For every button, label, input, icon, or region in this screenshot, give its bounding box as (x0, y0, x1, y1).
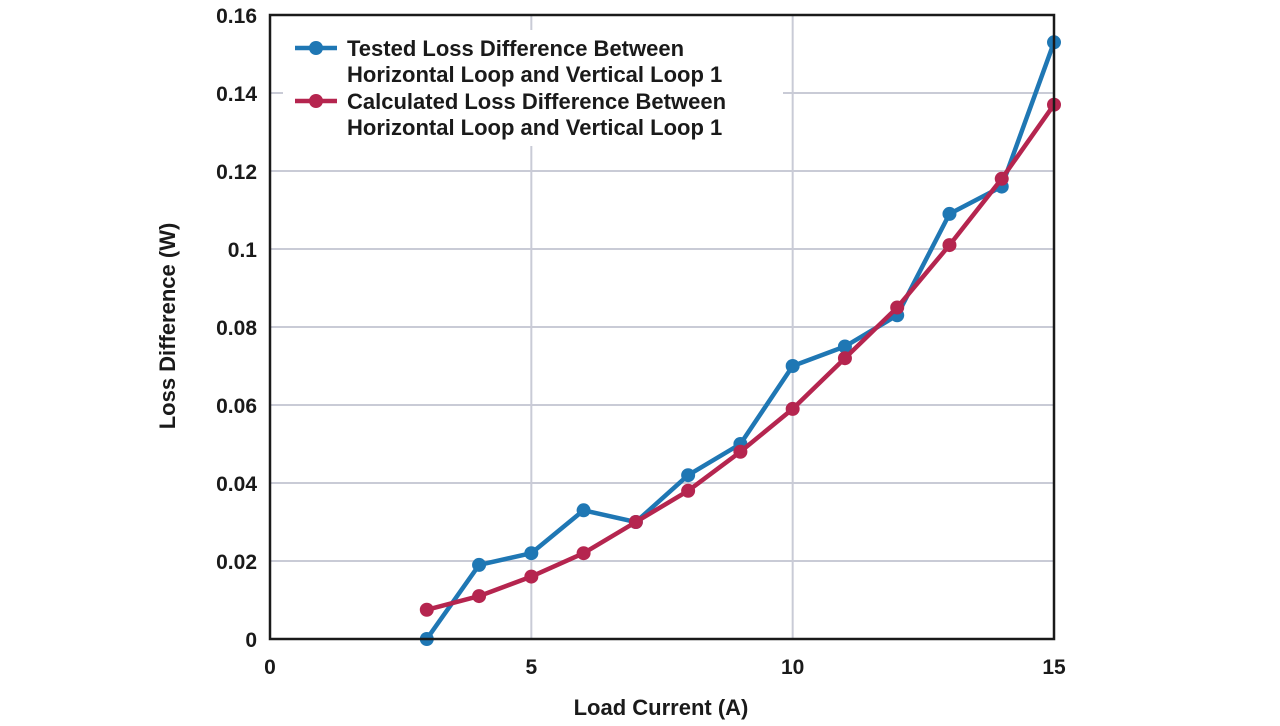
data-point (837, 339, 852, 354)
y-tick-label: 0.08 (216, 317, 257, 340)
data-point (994, 171, 1009, 186)
legend-label: Horizontal Loop and Vertical Loop 1 (347, 115, 722, 140)
data-point (472, 589, 487, 604)
legend: Tested Loss Difference BetweenHorizontal… (283, 30, 783, 146)
data-point (942, 206, 957, 221)
legend-marker (309, 41, 323, 55)
data-point (733, 444, 748, 459)
y-tick-label: 0.14 (216, 83, 257, 106)
plot-frame (268, 13, 1056, 641)
x-axis-title: Load Current (A) (574, 695, 749, 720)
legend-label: Calculated Loss Difference Between (347, 89, 726, 114)
data-point (576, 546, 591, 561)
data-point (472, 557, 487, 572)
data-point (681, 468, 696, 483)
legend-background (283, 30, 783, 146)
y-tick-label: 0.1 (228, 239, 258, 262)
legend-entry-1: Tested Loss Difference BetweenHorizontal… (295, 36, 722, 87)
x-tick-label: 0 (264, 656, 276, 679)
y-tick-label: 0.06 (216, 395, 257, 418)
data-point (681, 483, 696, 498)
series-line (426, 103, 1056, 612)
y-tick-label: 0.16 (216, 5, 257, 28)
data-point (837, 351, 852, 366)
data-point (419, 602, 434, 617)
x-tick-label: 15 (1042, 656, 1066, 679)
y-axis-title: Loss Difference (W) (155, 223, 180, 430)
y-tick-label: 0.12 (216, 161, 257, 184)
legend-label: Horizontal Loop and Vertical Loop 1 (347, 62, 722, 87)
x-axis-ticks: 0 5 10 15 (264, 656, 1066, 679)
legend-entry-2: Calculated Loss Difference BetweenHorizo… (295, 89, 726, 140)
legend-label: Tested Loss Difference Between (347, 36, 684, 61)
y-tick-label: 0.04 (216, 473, 257, 496)
x-tick-label: 10 (781, 656, 804, 679)
data-point (628, 515, 643, 529)
series-2 (419, 97, 1061, 617)
y-tick-label: 0 (245, 629, 257, 652)
y-axis-ticks: 0 0.02 0.04 0.06 0.08 0.1 0.12 0.14 0.16 (216, 5, 257, 652)
data-point (890, 300, 905, 315)
data-point (785, 401, 800, 416)
series-group (419, 35, 1061, 646)
data-point (785, 359, 800, 373)
data-point (576, 503, 591, 518)
x-tick-label: 5 (525, 656, 537, 679)
data-point (942, 238, 957, 253)
legend-marker (309, 94, 323, 108)
data-point (524, 546, 539, 561)
data-point (524, 569, 539, 584)
y-tick-label: 0.02 (216, 551, 257, 574)
